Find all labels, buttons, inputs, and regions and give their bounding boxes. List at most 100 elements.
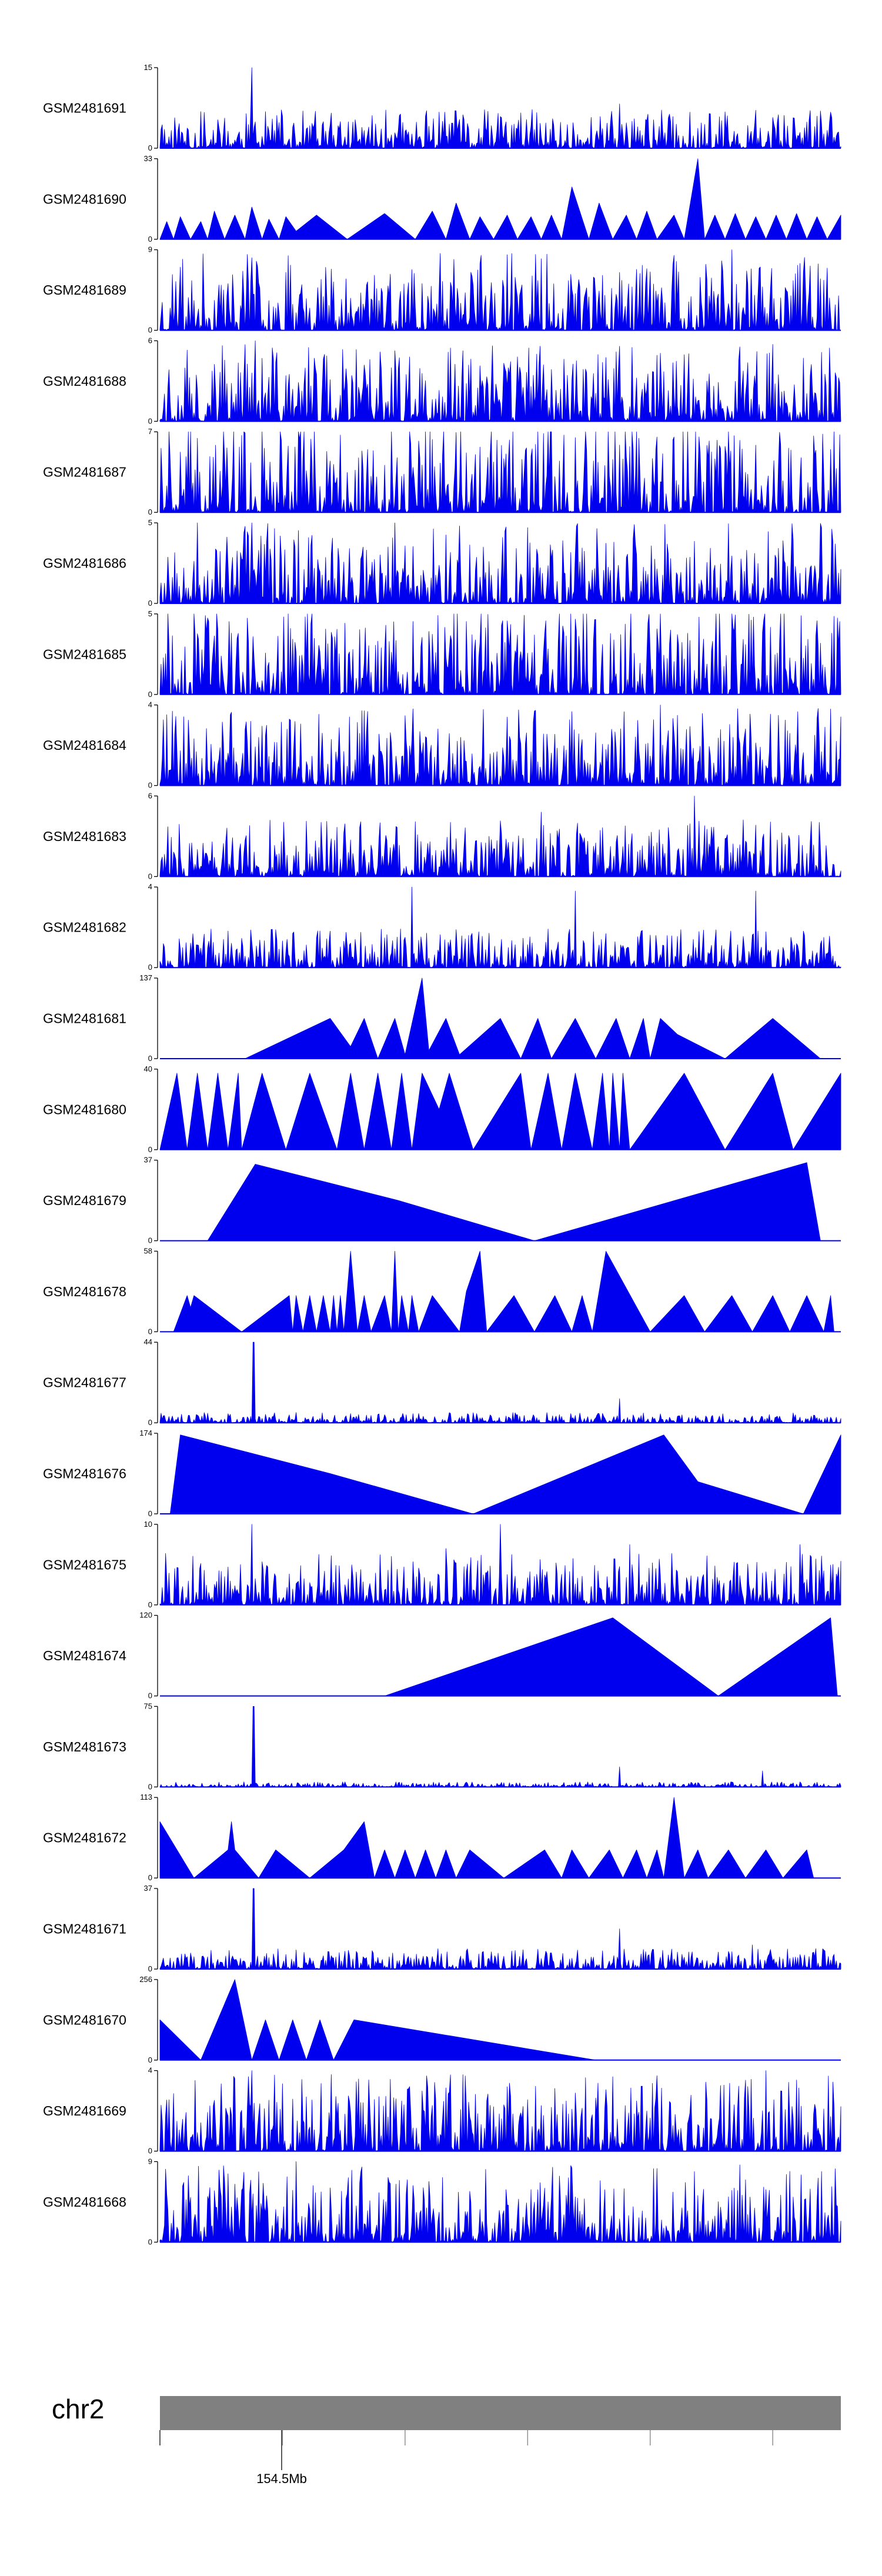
track: GSM2481674 120 0 [43,1611,841,1700]
y-min-label: 0 [148,1145,152,1154]
y-max-label: 5 [148,609,152,618]
signal-area [159,613,841,695]
signal-area [159,1706,841,1787]
track-label: GSM2481678 [43,1284,126,1299]
y-min-label: 0 [148,326,152,335]
y-max-label: 15 [144,63,152,72]
y-max-label: 40 [144,1065,152,1073]
track-label: GSM2481683 [43,829,126,844]
y-min-label: 0 [148,690,152,699]
track: GSM2481678 58 0 [43,1246,841,1336]
track: GSM2481673 75 0 [43,1701,841,1791]
signal-area [173,1251,834,1332]
track: GSM2481677 44 0 [43,1337,841,1427]
track: GSM2481691 15 0 [43,63,841,152]
track-label: GSM2481682 [43,920,126,935]
track: GSM2481689 9 0 [43,245,841,335]
y-max-label: 5 [148,518,152,527]
signal-area [159,67,841,149]
track-label: GSM2481688 [43,373,126,389]
track: GSM2481672 113 0 [43,1793,841,1882]
track: GSM2481671 37 0 [43,1884,841,1973]
track-label: GSM2481676 [43,1466,126,1481]
signal-area [159,886,841,968]
y-max-label: 256 [139,1975,152,1984]
y-max-label: 6 [148,336,152,345]
y-min-label: 0 [148,2147,152,2155]
track: GSM2481682 4 0 [43,882,841,972]
track: GSM2481686 5 0 [43,518,841,608]
track-label: GSM2481670 [43,2012,126,2027]
track: GSM2481684 4 0 [43,700,841,790]
track-label: GSM2481680 [43,1102,126,1117]
y-min-label: 0 [148,2237,152,2246]
signal-area [159,1888,841,1970]
y-max-label: 75 [144,1701,152,1710]
y-min-label: 0 [148,235,152,243]
position-label: 154.5Mb [256,2471,307,2486]
y-max-label: 113 [140,1793,152,1801]
track: GSM2481687 7 0 [43,427,841,516]
y-min-label: 0 [148,1691,152,1700]
signal-area [159,796,841,877]
y-min-label: 0 [148,508,152,516]
y-max-label: 4 [148,882,152,891]
y-max-label: 37 [144,1156,152,1164]
signal-area [159,158,841,240]
signal-area [159,522,841,604]
y-max-label: 9 [148,245,152,254]
y-min-label: 0 [148,1782,152,1791]
track-label: GSM2481672 [43,1830,126,1846]
track: GSM2481675 10 0 [43,1520,841,1609]
track-label: GSM2481681 [43,1011,126,1026]
track-label: GSM2481687 [43,465,126,480]
tracks-layer: GSM2481691150GSM2481690330GSM248168990GS… [43,63,841,2246]
track: GSM2481683 6 0 [43,791,841,880]
track: GSM2481681 137 0 [43,973,841,1063]
track-label: GSM2481669 [43,2103,126,2118]
track: GSM2481670 256 0 [43,1975,841,2064]
track: GSM2481680 40 0 [43,1065,841,1154]
y-min-label: 0 [148,963,152,972]
track-label: GSM2481686 [43,556,126,571]
track: GSM2481669 4 0 [43,2066,841,2155]
signal-area [159,1073,841,1150]
y-max-label: 9 [148,2157,152,2165]
signal-area [159,2070,841,2151]
signal-area [170,1434,841,1514]
track-label: GSM2481674 [43,1648,126,1663]
y-max-label: 120 [139,1611,152,1620]
y-min-label: 0 [148,1509,152,1518]
track: GSM2481679 37 0 [43,1156,841,1245]
y-max-label: 174 [139,1429,152,1437]
track: GSM2481690 33 0 [43,154,841,243]
y-min-label: 0 [148,1873,152,1882]
track: GSM2481676 174 0 [43,1429,841,1518]
y-min-label: 0 [148,1418,152,1427]
track-label: GSM2481671 [43,1921,126,1937]
track-label: GSM2481679 [43,1193,126,1208]
y-max-label: 6 [148,791,152,800]
track-label: GSM2481685 [43,646,126,662]
signal-area [245,977,821,1059]
track-label: GSM2481690 [43,191,126,206]
ideogram: chr2 154.5Mb [52,2394,841,2486]
track: GSM2481688 6 0 [43,336,841,425]
track-label: GSM2481668 [43,2194,126,2210]
chromosome-label: chr2 [52,2394,104,2424]
y-min-label: 0 [148,1964,152,1973]
signal-area [159,249,841,331]
y-max-label: 33 [144,154,152,163]
y-min-label: 0 [148,872,152,880]
track: GSM2481685 5 0 [43,609,841,699]
track-label: GSM2481691 [43,101,126,116]
y-min-label: 0 [148,1054,152,1063]
y-max-label: 10 [144,1520,152,1529]
y-max-label: 4 [148,700,152,709]
y-max-label: 58 [144,1246,152,1255]
y-max-label: 4 [148,2066,152,2075]
track-label: GSM2481677 [43,1375,126,1390]
y-min-label: 0 [148,144,152,152]
signal-area [159,2161,841,2243]
